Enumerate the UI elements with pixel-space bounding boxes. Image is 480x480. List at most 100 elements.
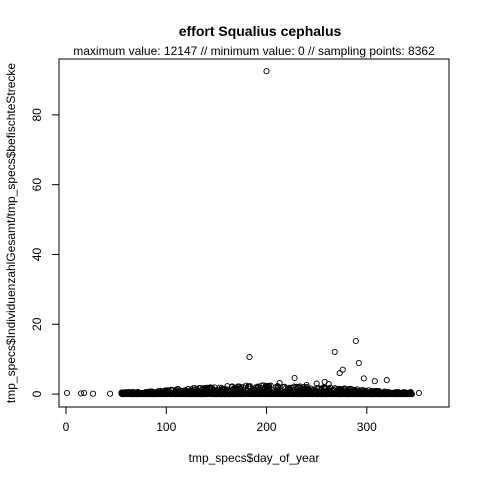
data-point — [375, 390, 382, 397]
data-point — [363, 390, 371, 397]
data-point — [290, 383, 297, 390]
data-point — [276, 379, 283, 386]
data-point — [255, 384, 262, 391]
data-point — [216, 391, 223, 398]
data-point — [204, 390, 211, 397]
data-point — [328, 391, 335, 398]
data-point — [352, 337, 359, 345]
chart-title: effort Squalius cephalus — [179, 23, 342, 39]
data-point — [270, 390, 277, 397]
data-point — [325, 390, 332, 398]
x-tick-label: 100 — [156, 420, 176, 434]
data-point — [193, 390, 201, 397]
data-point — [107, 390, 114, 397]
data-point — [149, 390, 156, 397]
data-point — [81, 389, 88, 397]
data-point — [248, 390, 255, 397]
data-point — [415, 389, 422, 397]
data-point — [259, 390, 266, 397]
y-axis-title: tmp_specs$IndividuenzahlGesamt/tmp_specs… — [4, 63, 18, 404]
data-point — [263, 68, 270, 75]
y-tick-label: 60 — [30, 178, 44, 192]
data-point — [371, 378, 378, 385]
data-point — [298, 390, 305, 398]
data-point — [303, 381, 310, 389]
data-point — [152, 390, 159, 398]
x-axis-title: tmp_specs$day_of_year — [189, 451, 320, 465]
data-point — [78, 390, 85, 397]
data-point — [404, 390, 411, 397]
data-point — [224, 383, 231, 390]
x-tick-label: 0 — [63, 420, 70, 434]
data-point — [190, 390, 197, 398]
data-point — [207, 390, 214, 397]
data-point — [218, 390, 225, 397]
data-point — [122, 390, 129, 397]
data-point — [187, 390, 194, 398]
data-point — [143, 390, 150, 397]
y-tick-label: 20 — [30, 317, 44, 331]
data-point — [155, 390, 162, 397]
data-point — [382, 390, 389, 397]
data-point — [313, 380, 320, 387]
data-point — [407, 390, 414, 397]
data-point — [359, 390, 366, 397]
data-point — [243, 382, 250, 389]
data-point — [360, 375, 367, 382]
data-point — [292, 390, 299, 397]
data-point — [402, 390, 409, 397]
data-point — [146, 390, 153, 397]
y-axis: 0 20 40 60 80 — [30, 108, 60, 397]
data-point — [63, 389, 71, 397]
chart-subtitle: maximum value: 12147 // minimum value: 0… — [73, 44, 435, 58]
x-tick-label: 300 — [357, 420, 377, 434]
data-point — [336, 370, 343, 377]
data-point — [398, 390, 405, 397]
data-point — [184, 390, 191, 397]
data-point — [307, 390, 314, 397]
data-point — [230, 390, 237, 397]
y-tick-label: 80 — [30, 108, 44, 122]
data-point — [332, 390, 339, 398]
data-point — [126, 390, 133, 398]
data-point — [348, 390, 355, 397]
data-point — [165, 390, 172, 397]
data-point — [240, 390, 247, 397]
data-point — [213, 390, 220, 397]
data-point — [227, 390, 234, 398]
data-point — [130, 391, 137, 398]
plot-frame — [58, 58, 450, 408]
data-point — [168, 390, 175, 397]
data-point — [254, 384, 261, 391]
data-point — [372, 390, 379, 398]
data-point — [316, 390, 323, 398]
data-point — [139, 390, 147, 398]
data-point — [262, 390, 269, 397]
data-point — [251, 391, 258, 398]
data-point — [278, 390, 285, 397]
data-point — [282, 390, 289, 397]
data-point — [355, 359, 362, 367]
data-point — [319, 390, 326, 397]
y-tick-label: 0 — [30, 390, 44, 397]
x-axis: 0 100 200 300 — [63, 406, 377, 434]
data-point — [339, 366, 346, 373]
data-point — [210, 390, 217, 398]
data-point — [246, 354, 253, 361]
data-points — [63, 68, 422, 398]
data-point — [331, 348, 338, 355]
data-point — [383, 377, 390, 384]
data-point — [120, 390, 127, 397]
data-point — [234, 383, 242, 390]
data-point — [379, 390, 386, 397]
data-point — [341, 390, 348, 397]
data-point — [175, 390, 182, 398]
x-tick-label: 200 — [257, 420, 277, 434]
data-point — [396, 390, 403, 397]
data-point — [274, 383, 281, 390]
data-point — [90, 390, 97, 397]
data-point — [280, 390, 287, 397]
data-point — [325, 380, 332, 388]
data-point — [356, 390, 364, 397]
